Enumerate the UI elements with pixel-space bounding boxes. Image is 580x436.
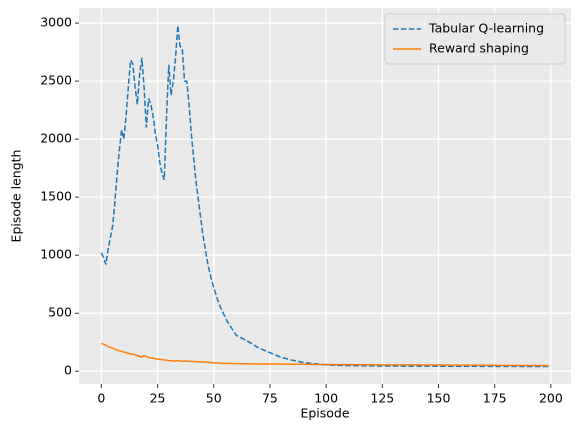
x-tick-label: 50 (206, 391, 222, 406)
y-tick-label: 1500 (40, 189, 72, 204)
y-axis-label: Episode length (9, 150, 24, 243)
legend-label: Reward shaping (429, 41, 529, 56)
y-tick-label: 2000 (40, 131, 72, 146)
x-tick-label: 125 (370, 391, 394, 406)
x-tick-label: 100 (314, 391, 338, 406)
legend: Tabular Q-learning Reward shaping (384, 13, 566, 65)
line-series (100, 25, 549, 368)
x-tick-label: 200 (539, 391, 563, 406)
x-tick-label: 25 (150, 391, 166, 406)
plot-area (79, 8, 571, 384)
x-tick-label: 175 (483, 391, 507, 406)
y-tick-label: 1000 (40, 247, 72, 262)
x-axis-label: Episode (300, 406, 349, 421)
x-tick-label: 75 (262, 391, 278, 406)
x-tick-label: 150 (427, 391, 451, 406)
legend-label: Tabular Q-learning (428, 21, 544, 36)
y-tick-label: 500 (48, 305, 72, 320)
line-series (101, 342, 549, 367)
y-tick-label: 3000 (40, 15, 72, 30)
y-tick-label: 0 (64, 363, 72, 378)
legend-box (384, 13, 566, 65)
y-tick-label: 2500 (40, 73, 72, 88)
x-tick-label: 0 (97, 391, 105, 406)
